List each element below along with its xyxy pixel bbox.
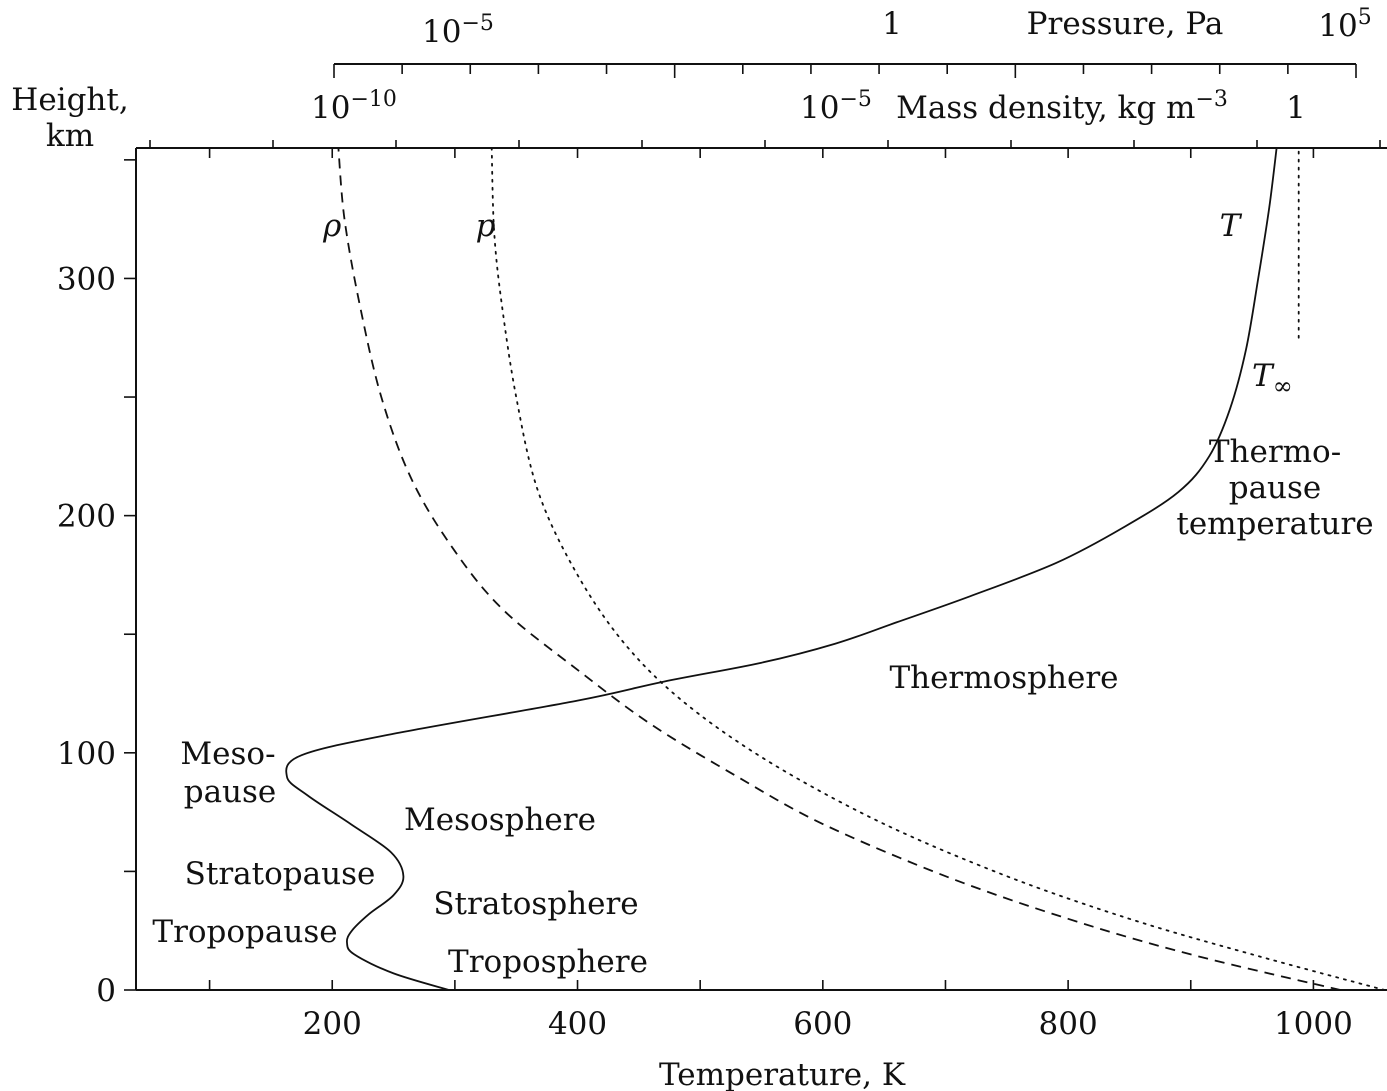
density-tick-label-1e-5: 10−5 (800, 87, 872, 126)
plot-frame (135, 147, 1387, 991)
mesopause-label-line1: Meso- (180, 736, 275, 772)
pressure-tick-label-1: 1 (882, 6, 902, 42)
y-tick-label-0: 0 (96, 973, 116, 1009)
thermopause-label-line3: temperature (1176, 506, 1373, 542)
p-series-label: p (476, 208, 496, 244)
pressure-tick-label-1e5: 105 (1318, 5, 1371, 44)
t-series-label: T (1220, 208, 1243, 244)
top-axis-ticks (333, 63, 1357, 78)
stratosphere-label: Stratosphere (433, 886, 638, 922)
rho-series-label: ρ (322, 208, 341, 244)
mesosphere-label: Mesosphere (404, 802, 596, 838)
x-tick-label-800: 800 (1039, 1006, 1098, 1042)
y-tick-labels: 0 100 200 300 (57, 261, 116, 1009)
pressure-tick-label-1e-5: 10−5 (422, 11, 494, 50)
density-curve (337, 147, 1341, 991)
y-ticks (124, 159, 136, 991)
y-tick-label-100: 100 (57, 736, 116, 772)
stratopause-label: Stratopause (185, 856, 376, 892)
top-axis: 10−5 1 Pressure, Pa 105 10−10 10−5 Mass … (311, 5, 1372, 126)
curves (285, 147, 1386, 991)
mesopause-label-line2: pause (184, 774, 277, 810)
thermopause-label-line2: pause (1229, 470, 1322, 506)
thermopause-label-line1: Thermo- (1209, 434, 1341, 470)
tropopause-label: Tropopause (152, 914, 337, 950)
x-tick-label-200: 200 (303, 1006, 362, 1042)
y-tick-label-200: 200 (57, 499, 116, 535)
troposphere-label: Troposphere (448, 944, 648, 980)
x-tick-labels: 200 400 600 800 1000 (303, 1006, 1353, 1042)
y-axis-title-line1: Height, (11, 82, 128, 118)
density-axis-title: Mass density, kg m−3 (896, 87, 1228, 126)
x-ticks (149, 140, 1381, 990)
y-axis-title-line2: km (46, 118, 94, 154)
density-tick-label-1: 1 (1286, 90, 1306, 126)
annotations: T∞ Thermo- pause temperature Thermospher… (152, 358, 1373, 980)
y-tick-label-300: 300 (57, 261, 116, 297)
pressure-axis-title: Pressure, Pa (1027, 6, 1224, 42)
pressure-curve (490, 147, 1386, 991)
x-tick-label-600: 600 (793, 1006, 852, 1042)
density-tick-label-1e-10: 10−10 (311, 87, 397, 126)
temperature-curve (285, 147, 1278, 991)
thermosphere-label: Thermosphere (889, 660, 1118, 696)
x-tick-label-1000: 1000 (1274, 1006, 1353, 1042)
x-tick-label-400: 400 (548, 1006, 607, 1042)
t-infinity-label: T∞ (1252, 358, 1293, 400)
x-axis-title: Temperature, K (659, 1057, 906, 1091)
